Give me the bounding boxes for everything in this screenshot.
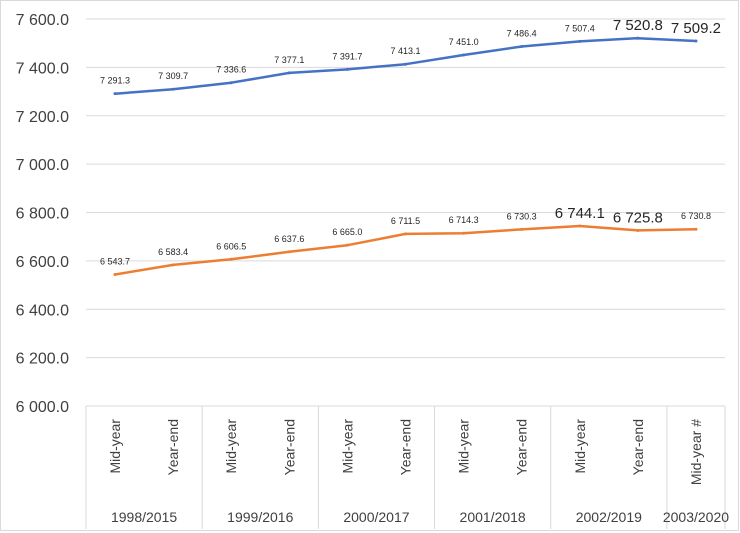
data-point — [636, 36, 640, 40]
y-tick-label: 6 000.0 — [16, 399, 69, 416]
data-label: 6 730.8 — [681, 211, 711, 221]
data-label: 6 583.4 — [158, 247, 188, 257]
group-label: 2001/2018 — [460, 509, 526, 525]
data-point — [287, 250, 291, 254]
data-point — [345, 243, 349, 247]
data-label: 6 744.1 — [555, 205, 605, 222]
x-tick-label: Mid-year # — [688, 419, 704, 485]
data-point — [462, 53, 466, 57]
data-point — [520, 44, 524, 48]
y-tick-label: 7 200.0 — [16, 109, 69, 126]
y-tick-label: 6 400.0 — [16, 302, 69, 319]
y-tick-label: 6 800.0 — [16, 206, 69, 223]
data-point — [636, 228, 640, 232]
data-label: 7 391.7 — [332, 51, 362, 61]
group-label: 2002/2019 — [576, 509, 642, 525]
y-tick-label: 7 000.0 — [16, 157, 69, 174]
data-point — [694, 39, 698, 43]
data-label: 7 309.7 — [158, 71, 188, 81]
data-label: 7 336.6 — [216, 65, 246, 75]
y-tick-label: 6 200.0 — [16, 351, 69, 368]
x-tick-label: Year-end — [514, 419, 530, 475]
group-label: 2003/2020 — [663, 509, 729, 525]
data-point — [113, 92, 117, 96]
data-label: 7 291.3 — [100, 76, 130, 86]
data-label: 7 507.4 — [565, 23, 595, 33]
data-label: 7 520.8 — [613, 17, 663, 34]
data-point — [171, 263, 175, 267]
group-label: 2000/2017 — [343, 509, 409, 525]
data-point — [462, 231, 466, 235]
x-tick-label: Mid-year — [107, 419, 123, 474]
x-tick-label: Year-end — [165, 419, 181, 475]
data-point — [404, 62, 407, 66]
data-label: 6 665.0 — [332, 227, 362, 237]
data-point — [404, 232, 407, 236]
x-tick-label: Mid-year — [572, 419, 588, 474]
data-label: 6 725.8 — [613, 209, 663, 226]
data-label: 7 377.1 — [274, 55, 304, 65]
data-label: 6 711.5 — [391, 216, 420, 226]
group-label: 1999/2016 — [227, 509, 293, 525]
x-tick-label: Mid-year — [456, 419, 472, 474]
y-tick-label: 6 600.0 — [16, 254, 69, 271]
data-label: 6 730.3 — [507, 211, 537, 221]
group-label: 1998/2015 — [111, 509, 177, 525]
data-label: 7 413.1 — [390, 46, 420, 56]
data-point — [694, 227, 698, 231]
data-point — [520, 227, 524, 231]
x-tick-label: Mid-year — [339, 419, 355, 474]
data-label: 7 509.2 — [671, 20, 721, 37]
x-tick-label: Mid-year — [223, 419, 239, 474]
data-point — [578, 39, 582, 43]
data-label: 6 606.5 — [216, 241, 246, 251]
data-point — [171, 87, 175, 91]
data-point — [229, 257, 233, 261]
x-tick-label: Year-end — [281, 419, 297, 475]
data-label: 6 637.6 — [274, 234, 304, 244]
data-point — [287, 71, 291, 75]
x-tick-label: Year-end — [630, 419, 646, 475]
x-tick-label: Year-end — [398, 419, 414, 475]
data-point — [578, 224, 582, 228]
y-tick-label: 7 400.0 — [16, 60, 69, 77]
data-point — [229, 81, 233, 85]
data-label: 7 451.0 — [449, 37, 479, 47]
y-tick-label: 7 600.0 — [16, 12, 69, 29]
data-point — [345, 67, 349, 71]
data-label: 7 486.4 — [507, 28, 537, 38]
data-label: 6 714.3 — [449, 215, 479, 225]
data-point — [113, 272, 117, 276]
data-label: 6 543.7 — [100, 256, 130, 266]
